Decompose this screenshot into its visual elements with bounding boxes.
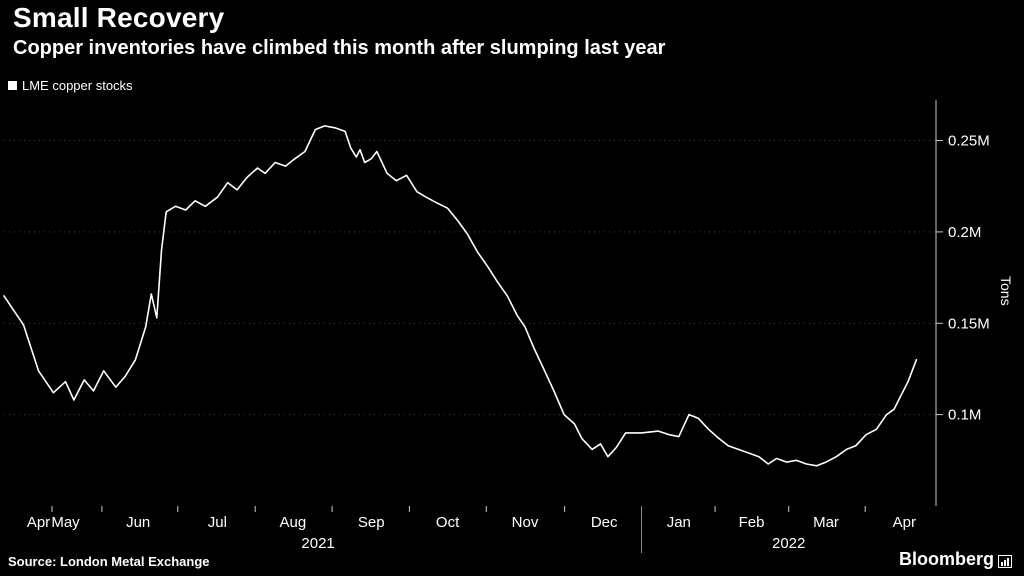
x-tick-label: Feb <box>739 514 765 531</box>
x-tick-label: May <box>51 514 80 531</box>
x-tick-label: Sep <box>358 514 385 531</box>
legend-swatch-icon <box>8 81 17 90</box>
year-label: 2021 <box>301 535 334 552</box>
x-tick-label: Jan <box>667 514 691 531</box>
series-line-lme-copper-stocks <box>3 125 918 467</box>
legend: LME copper stocks <box>8 78 133 93</box>
x-tick-label: Mar <box>813 514 839 531</box>
x-tick-label: Aug <box>280 514 307 531</box>
x-tick-label: Apr <box>893 514 916 531</box>
branding: Bloomberg <box>899 549 1012 570</box>
chart-title: Small Recovery <box>13 2 225 33</box>
y-tick-label: 0.25M <box>948 133 990 150</box>
x-tick-label: Dec <box>591 514 618 531</box>
legend-label: LME copper stocks <box>22 78 133 93</box>
year-label: 2022 <box>772 535 805 552</box>
y-axis-title: Tons <box>998 276 1014 306</box>
branding-wordmark: Bloomberg <box>898 549 994 569</box>
x-tick-label: Jun <box>126 514 150 531</box>
x-tick-label: Apr <box>27 514 50 531</box>
y-tick-label: 0.15M <box>948 315 990 332</box>
y-tick-label: 0.1M <box>948 407 981 424</box>
bloomberg-chart-icon <box>998 554 1012 568</box>
x-tick-label: Oct <box>436 514 460 531</box>
y-tick-label: 0.2M <box>948 224 981 241</box>
x-tick-label: Nov <box>512 514 539 531</box>
x-tick-label: Jul <box>208 514 227 531</box>
source-note: Source: London Metal Exchange <box>8 554 210 569</box>
chart-subtitle: Copper inventories have climbed this mon… <box>13 37 666 59</box>
